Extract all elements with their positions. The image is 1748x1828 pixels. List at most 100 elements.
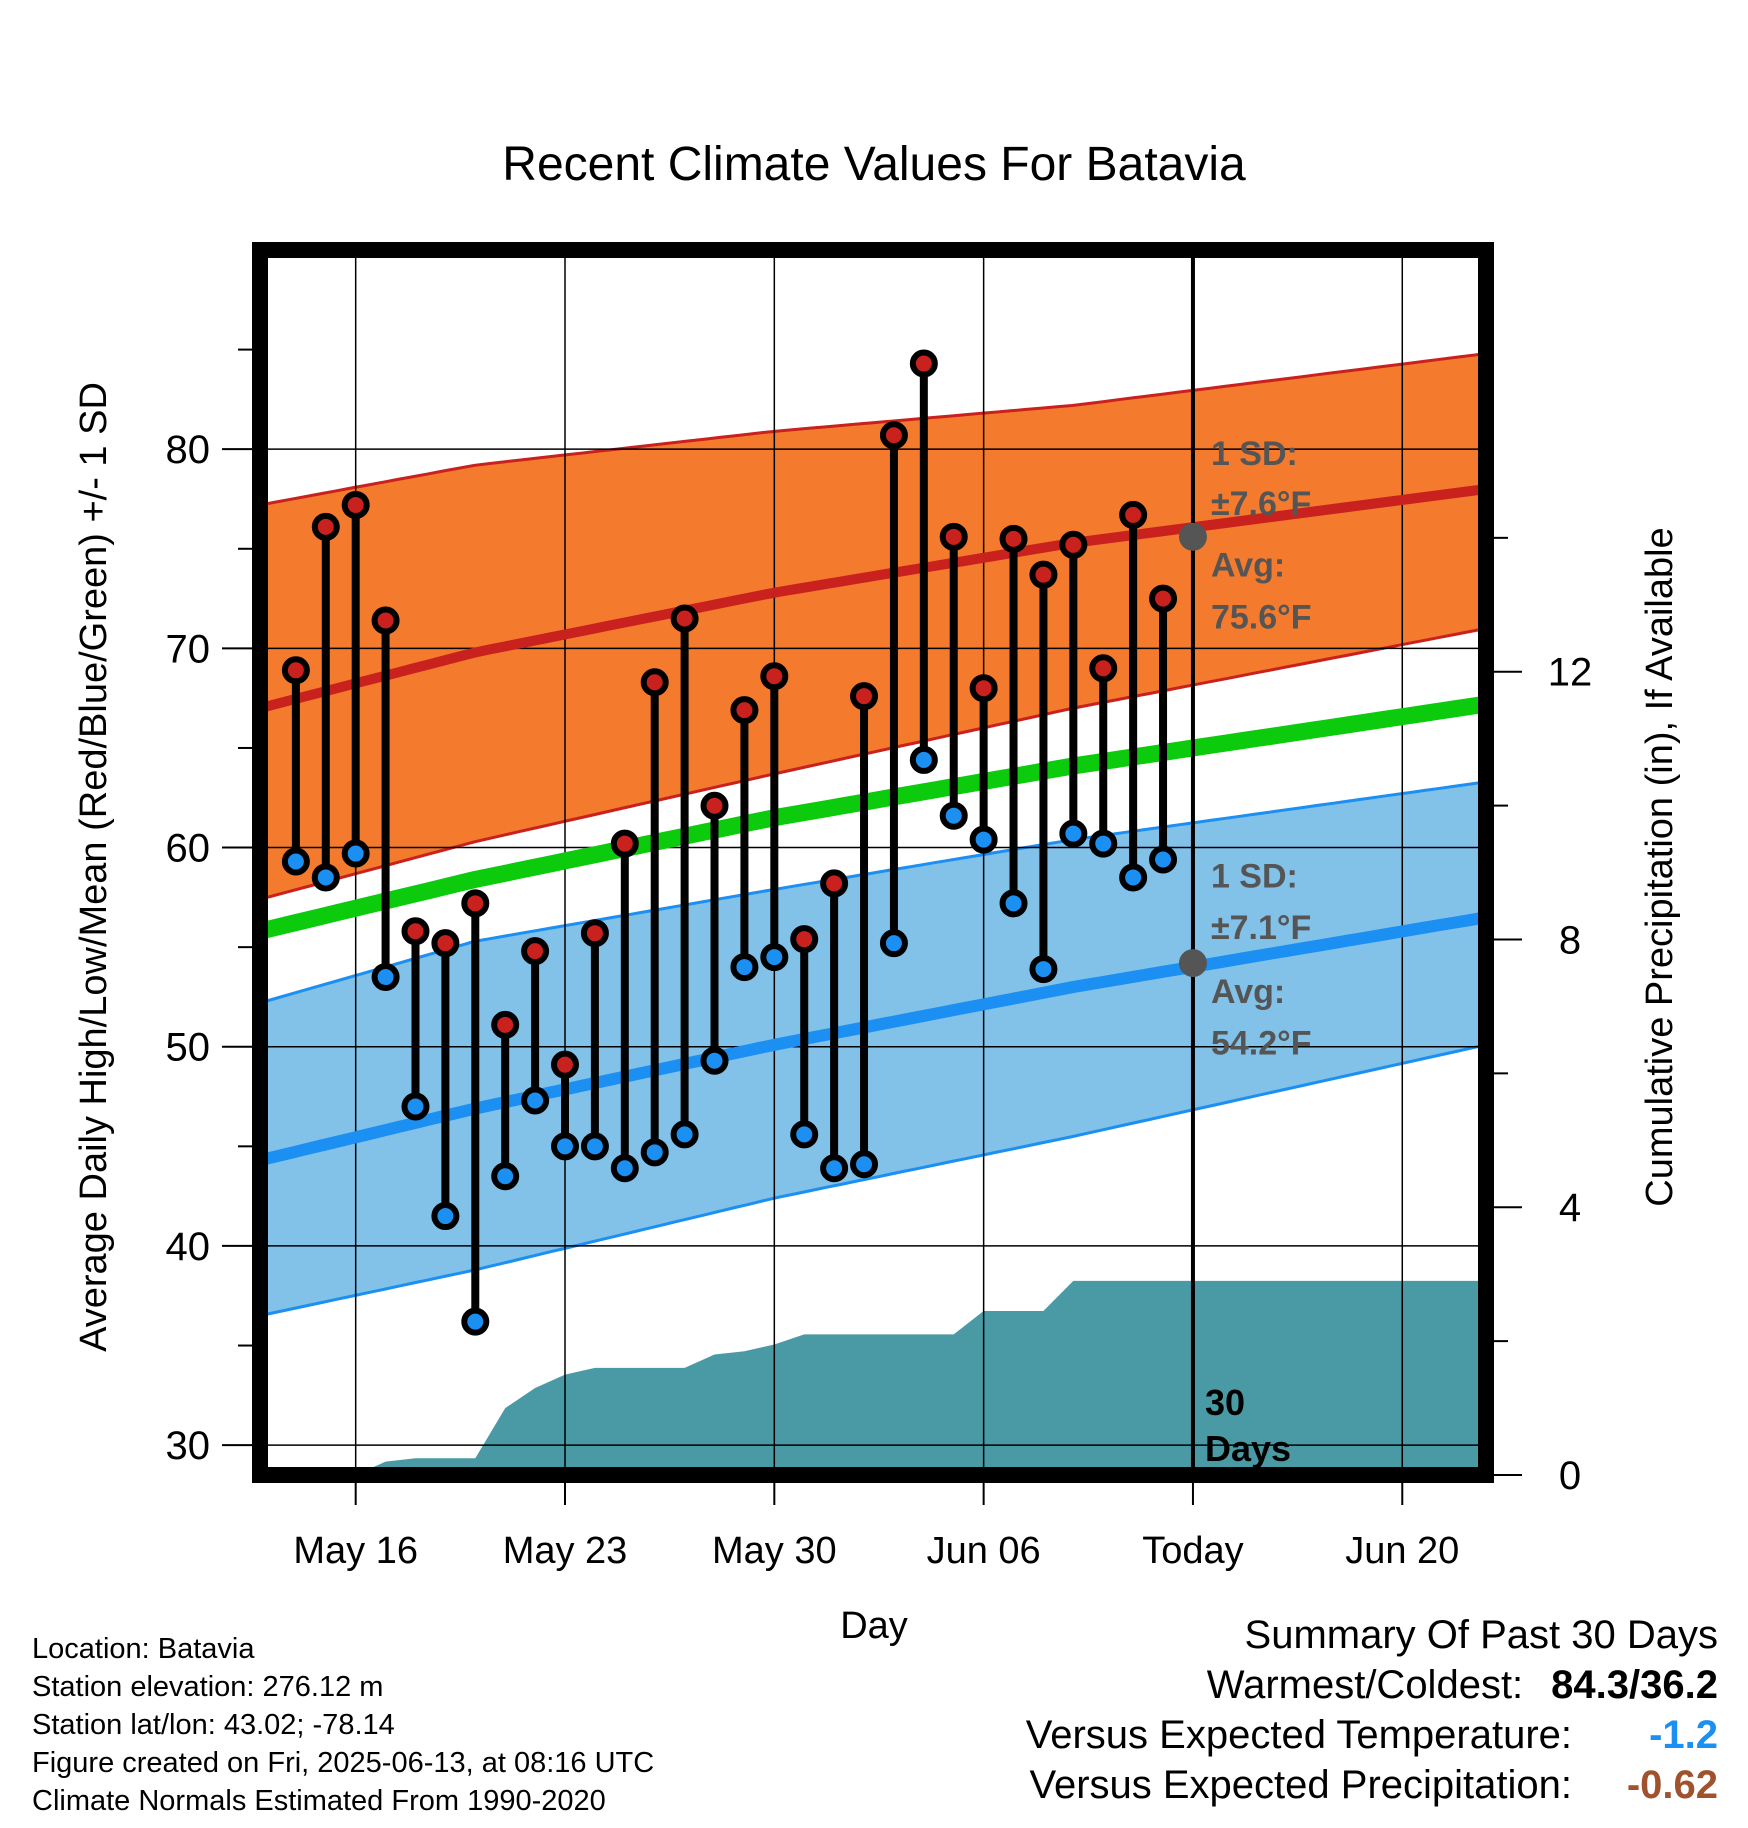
daily-high-point	[909, 349, 938, 378]
x-tick-label: Today	[1142, 1530, 1243, 1572]
daily-high-point	[999, 524, 1028, 553]
summary-vs-precip: Versus Expected Precipitation: -0.62	[1026, 1760, 1718, 1810]
daily-low-point	[580, 1132, 609, 1161]
vs-precip-label: Versus Expected Precipitation:	[1029, 1763, 1572, 1807]
y2-axis-label: Cumulative Precipitation (in), If Availa…	[1639, 527, 1681, 1206]
daily-low-point	[700, 1046, 729, 1075]
daily-high-point	[371, 606, 400, 635]
daily-high-point	[1029, 560, 1058, 589]
daily-low-point	[999, 889, 1028, 918]
info-normals: Climate Normals Estimated From 1990-2020	[32, 1785, 606, 1817]
chart-title: Recent Climate Values For Batavia	[502, 138, 1246, 191]
y-tick-label: 50	[166, 1026, 211, 1070]
daily-high-point	[700, 791, 729, 820]
precip-area	[355, 1280, 1486, 1475]
daily-high-point	[820, 869, 849, 898]
x-tick-label: Jun 20	[1345, 1530, 1459, 1572]
y-axis-label: Average Daily High/Low/Mean (Red/Blue/Gr…	[73, 382, 115, 1352]
daily-low-point	[670, 1120, 699, 1149]
daily-high-point	[1059, 530, 1088, 559]
low-avg-value: 54.2°F	[1211, 1025, 1312, 1063]
summary-panel: Summary Of Past 30 Days Warmest/Coldest:…	[1026, 1610, 1718, 1810]
high-avg-title: Avg:	[1211, 547, 1285, 585]
daily-low-point	[1149, 845, 1178, 874]
info-created: Figure created on Fri, 2025-06-13, at 08…	[32, 1747, 655, 1779]
daily-high-point	[610, 829, 639, 858]
high-sd-title: 1 SD:	[1211, 435, 1298, 473]
daily-high-point	[491, 1010, 520, 1039]
y-tick-label: 60	[166, 827, 211, 871]
normal-high-line	[260, 484, 1486, 713]
normal-low-line	[260, 911, 1486, 1167]
daily-high-point	[879, 421, 908, 450]
days-label-word: Days	[1205, 1428, 1291, 1469]
daily-high-point	[850, 682, 879, 711]
summary-vs-temp: Versus Expected Temperature: -1.2	[1026, 1710, 1718, 1760]
y2-tick-label: 0	[1559, 1454, 1581, 1498]
low-sd-band	[260, 780, 1486, 1318]
daily-low-point	[311, 863, 340, 892]
info-latlon: Station lat/lon: 43.02; -78.14	[32, 1709, 395, 1741]
daily-low-point	[850, 1150, 879, 1179]
x-tick-label: May 23	[503, 1530, 628, 1572]
daily-low-point	[730, 953, 759, 982]
daily-low-point	[909, 745, 938, 774]
daily-low-point	[610, 1154, 639, 1183]
normal-mean-line	[260, 695, 1486, 940]
warm-cold-value: 84.3/36.2	[1551, 1663, 1718, 1707]
daily-high-point	[939, 522, 968, 551]
vs-temp-value: -1.2	[1649, 1713, 1718, 1757]
daily-low-point	[879, 929, 908, 958]
today-low-avg-marker	[1178, 949, 1207, 978]
daily-low-point	[1119, 863, 1148, 892]
info-location: Location: Batavia	[32, 1633, 255, 1665]
daily-high-point	[1089, 654, 1118, 683]
daily-high-point	[521, 937, 550, 966]
daily-high-point	[790, 925, 819, 954]
y2-tick-label: 4	[1559, 1186, 1581, 1230]
daily-low-point	[760, 943, 789, 972]
x-tick-label: Jun 06	[927, 1530, 1041, 1572]
plot-frame	[252, 242, 1494, 1483]
daily-low-point	[1059, 819, 1088, 848]
plot-area	[260, 250, 1486, 1475]
days-label-number: 30	[1205, 1382, 1245, 1423]
summary-title: Summary Of Past 30 Days	[1244, 1613, 1718, 1657]
daily-high-point	[730, 696, 759, 725]
vs-precip-value: -0.62	[1626, 1763, 1718, 1807]
daily-high-point	[640, 668, 669, 697]
y-tick-label: 30	[166, 1424, 211, 1468]
y2-tick-label: 12	[1548, 651, 1593, 695]
daily-low-point	[551, 1132, 580, 1161]
daily-low-point	[521, 1086, 550, 1115]
daily-low-point	[401, 1092, 430, 1121]
daily-low-point	[341, 839, 370, 868]
daily-high-point	[281, 656, 310, 685]
daily-high-point	[760, 662, 789, 691]
daily-low-point	[1089, 829, 1118, 858]
low-sd-value: ±7.1°F	[1211, 909, 1311, 947]
low-sd-title: 1 SD:	[1211, 857, 1298, 895]
daily-high-point	[461, 889, 490, 918]
daily-high-point	[341, 490, 370, 519]
vs-temp-label: Versus Expected Temperature:	[1025, 1713, 1572, 1757]
x-tick-label: May 30	[712, 1530, 837, 1572]
daily-low-point	[371, 963, 400, 992]
x-tick-label: May 16	[293, 1530, 418, 1572]
daily-low-point	[820, 1154, 849, 1183]
daily-low-point	[969, 825, 998, 854]
daily-low-point	[461, 1307, 490, 1336]
daily-low-point	[491, 1162, 520, 1191]
daily-low-point	[431, 1202, 460, 1231]
daily-low-point	[939, 801, 968, 830]
y-tick-label: 70	[166, 627, 211, 671]
summary-warm-cold: Warmest/Coldest: 84.3/36.2	[1026, 1660, 1718, 1710]
daily-low-point	[1029, 955, 1058, 984]
daily-high-point	[1149, 584, 1178, 613]
warm-cold-label: Warmest/Coldest:	[1206, 1663, 1524, 1707]
info-elevation: Station elevation: 276.12 m	[32, 1671, 384, 1703]
high-avg-value: 75.6°F	[1211, 598, 1312, 636]
daily-high-point	[401, 917, 430, 946]
daily-low-point	[790, 1120, 819, 1149]
